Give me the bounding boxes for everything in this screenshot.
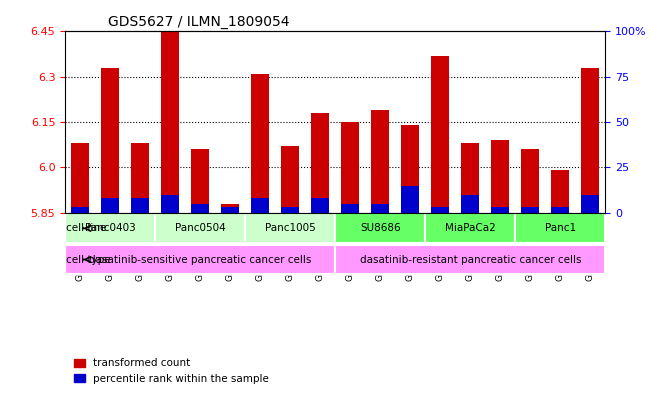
Text: GDS5627 / ILMN_1809054: GDS5627 / ILMN_1809054 — [108, 15, 290, 29]
Bar — [161, 31, 179, 213]
Text: dasatinib-sensitive pancreatic cancer cells: dasatinib-sensitive pancreatic cancer ce… — [89, 255, 311, 264]
Bar — [131, 198, 149, 213]
Bar — [221, 204, 239, 213]
Bar — [311, 198, 329, 213]
FancyBboxPatch shape — [65, 244, 335, 274]
Text: dasatinib-resistant pancreatic cancer cells: dasatinib-resistant pancreatic cancer ce… — [359, 255, 581, 264]
FancyBboxPatch shape — [425, 213, 516, 243]
Bar — [161, 195, 179, 213]
Bar — [551, 208, 570, 213]
Bar — [581, 195, 600, 213]
Bar — [521, 208, 540, 213]
Bar — [191, 204, 209, 213]
Bar — [462, 195, 479, 213]
Legend: transformed count, percentile rank within the sample: transformed count, percentile rank withi… — [70, 354, 273, 388]
Bar — [281, 208, 299, 213]
Bar — [71, 208, 89, 213]
Bar — [71, 143, 89, 213]
Bar — [311, 113, 329, 213]
FancyBboxPatch shape — [155, 213, 245, 243]
Bar — [492, 140, 509, 213]
Bar — [432, 56, 449, 213]
Text: cell line: cell line — [66, 223, 106, 233]
Text: Panc1005: Panc1005 — [265, 223, 316, 233]
Bar — [432, 208, 449, 213]
Bar — [221, 208, 239, 213]
Bar — [281, 146, 299, 213]
Bar — [551, 171, 570, 213]
Bar — [341, 122, 359, 213]
Bar — [521, 149, 540, 213]
Text: MiaPaCa2: MiaPaCa2 — [445, 223, 495, 233]
Bar — [251, 198, 270, 213]
Bar — [251, 74, 270, 213]
Bar — [341, 204, 359, 213]
Text: Panc0504: Panc0504 — [175, 223, 225, 233]
Bar — [101, 198, 119, 213]
FancyBboxPatch shape — [516, 213, 605, 243]
Bar — [371, 110, 389, 213]
Text: Panc0403: Panc0403 — [85, 223, 135, 233]
Bar — [371, 204, 389, 213]
FancyBboxPatch shape — [335, 213, 425, 243]
Text: cell type: cell type — [66, 255, 110, 264]
Bar — [401, 125, 419, 213]
FancyBboxPatch shape — [245, 213, 335, 243]
Bar — [581, 68, 600, 213]
Bar — [401, 185, 419, 213]
Bar — [191, 149, 209, 213]
Bar — [492, 208, 509, 213]
Bar — [131, 143, 149, 213]
FancyBboxPatch shape — [65, 213, 155, 243]
Bar — [101, 68, 119, 213]
FancyBboxPatch shape — [335, 244, 605, 274]
Bar — [462, 143, 479, 213]
Text: Panc1: Panc1 — [545, 223, 576, 233]
Text: SU8686: SU8686 — [360, 223, 400, 233]
